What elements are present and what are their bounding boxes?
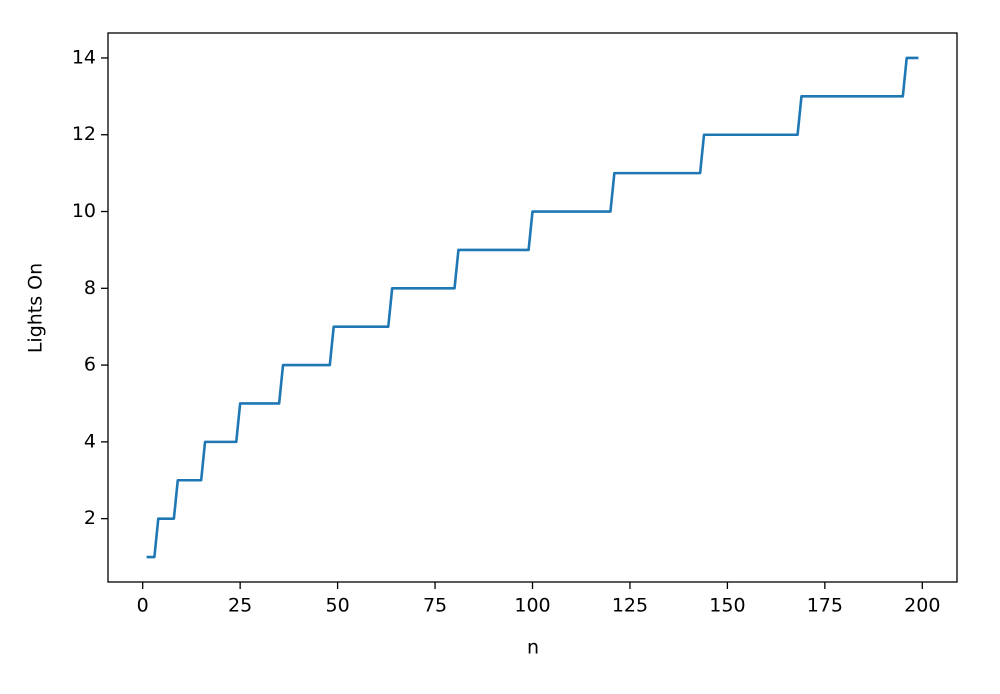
x-axis-label: n [527,637,539,659]
x-tick-label: 100 [514,595,550,617]
x-tick-label: 150 [709,595,745,617]
y-tick-label: 6 [84,354,96,376]
x-tick-label: 75 [423,595,447,617]
y-tick-label: 12 [72,123,96,145]
y-tick-label: 8 [84,277,96,299]
x-tick-label: 25 [228,595,252,617]
y-tick-label: 4 [84,430,96,452]
x-tick-label: 125 [612,595,648,617]
x-tick-label: 200 [904,595,940,617]
x-tick-label: 50 [326,595,350,617]
y-axis-label: Lights On [25,263,47,353]
x-tick-label: 0 [137,595,149,617]
x-tick-label: 175 [807,595,843,617]
y-tick-label: 14 [72,46,96,68]
y-tick-label: 2 [84,507,96,529]
plot-frame [107,32,958,583]
data-line [146,56,919,559]
y-tick-label: 10 [72,200,96,222]
